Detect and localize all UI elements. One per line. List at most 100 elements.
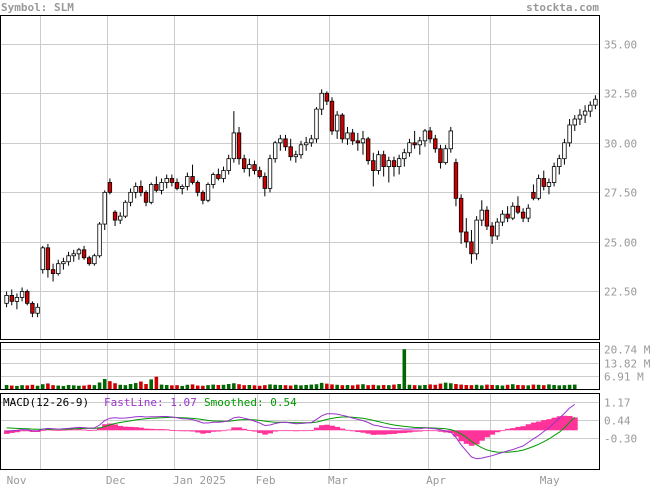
candle-body — [216, 174, 221, 179]
macd-histogram-bar — [179, 430, 186, 432]
macd-histogram-bar — [536, 421, 542, 431]
volume-bar — [273, 384, 277, 389]
macd-histogram-bar — [231, 427, 237, 431]
candle-body — [288, 146, 293, 158]
volume-bar — [407, 384, 412, 389]
y-axis-labels: 35.00 32.50 30.00 27.50 25.00 22.50 20.74 M13.… — [604, 39, 651, 446]
macd-histogram-bar — [55, 430, 62, 431]
macd-histogram-bar — [189, 430, 196, 432]
volume-bar — [108, 381, 112, 389]
candle-body — [247, 164, 252, 169]
volume-bars — [4, 349, 577, 389]
macd-histogram-bar — [525, 424, 532, 431]
macd-histogram-bar — [298, 430, 304, 432]
macd-title: MACD(12-26-9) — [3, 396, 89, 409]
candle-body — [283, 138, 288, 148]
volume-bar — [428, 384, 432, 389]
volume-bar — [25, 385, 30, 389]
macd-histogram-bar — [308, 430, 315, 431]
volume-bar — [56, 385, 61, 389]
candle-body — [87, 257, 92, 265]
macd-histogram-bar — [226, 429, 232, 431]
volume-bar — [97, 382, 102, 389]
candle-body — [469, 241, 474, 255]
volume-bar — [485, 384, 489, 389]
macd-histogram-bar — [158, 429, 165, 431]
volume-bar — [521, 385, 525, 389]
candle-body — [474, 219, 479, 255]
volume-bar — [185, 384, 190, 389]
macd-histogram-bar — [324, 424, 330, 431]
macd-histogram-bar — [40, 430, 46, 431]
volume-bar — [531, 384, 536, 389]
candle-body — [19, 291, 25, 298]
candle-body — [495, 221, 500, 237]
macd-histogram-bar — [313, 427, 320, 431]
candle-body — [174, 182, 180, 189]
volume-bar — [402, 349, 407, 389]
macd-histogram-bar — [541, 420, 547, 431]
candle-body — [4, 295, 9, 304]
macd-histogram-bar — [391, 430, 397, 434]
candle-body — [298, 144, 304, 156]
candle-body — [500, 213, 505, 223]
candle-body — [309, 138, 314, 144]
candle-body — [195, 182, 200, 193]
macd-histogram-bar — [381, 430, 387, 435]
volume-bar — [433, 384, 438, 389]
candle-body — [593, 98, 598, 106]
macd-histogram-bar — [468, 430, 475, 446]
x-axis-label: Mar — [328, 474, 348, 486]
macd-histogram-bar — [561, 415, 568, 431]
macd-histogram-bar — [396, 430, 403, 434]
candle-body — [272, 142, 278, 160]
candle-body — [9, 295, 14, 302]
macd-histogram-bar — [50, 429, 57, 431]
candle-body — [159, 182, 164, 191]
macd-histogram-bar — [19, 430, 26, 432]
volume-bar — [133, 383, 138, 389]
macd-histogram-bar — [546, 419, 552, 431]
macd-histogram-bar — [138, 427, 144, 431]
macd-histogram-bar — [293, 430, 299, 432]
volume-bar — [490, 384, 494, 389]
candle-body — [557, 158, 562, 168]
macd-histogram-bar — [267, 430, 273, 434]
volume-bar — [299, 385, 303, 389]
price-tick-label: 27.50 — [604, 187, 637, 200]
macd-histogram-bar — [370, 430, 377, 435]
macd-histogram-bar — [288, 430, 294, 432]
volume-bar — [283, 385, 288, 389]
macd-histogram-bar — [406, 430, 413, 433]
macd-histogram-bar — [195, 430, 201, 433]
candle-body — [56, 263, 61, 275]
macd-histogram-bar — [479, 430, 485, 441]
macd-histogram-bar — [236, 427, 242, 431]
candle-body — [71, 253, 76, 257]
macd-histogram-bar — [494, 430, 501, 433]
volume-bar — [128, 384, 133, 389]
volume-bar — [510, 384, 515, 389]
macd-series — [4, 403, 578, 460]
candle-body — [185, 176, 190, 187]
macd-histogram-bar — [334, 426, 341, 431]
macd-histogram-bar — [556, 416, 563, 431]
candle-body — [572, 118, 577, 126]
macd-histogram-bar — [484, 430, 490, 438]
volume-bar — [418, 385, 422, 389]
macd-histogram-bar — [81, 429, 88, 431]
grid-lines — [1, 16, 599, 469]
macd-histogram-bar — [282, 430, 289, 432]
price-tick-label: 35.00 — [604, 39, 637, 52]
macd-histogram-bar — [530, 422, 537, 431]
candle-body — [329, 100, 335, 132]
candle-body — [50, 269, 56, 275]
volume-bar — [102, 379, 107, 389]
volume-bar — [15, 385, 19, 389]
volume-bar — [397, 384, 401, 389]
candle-body — [484, 209, 490, 227]
macd-histogram-bar — [412, 430, 418, 432]
candle-body — [443, 148, 448, 164]
